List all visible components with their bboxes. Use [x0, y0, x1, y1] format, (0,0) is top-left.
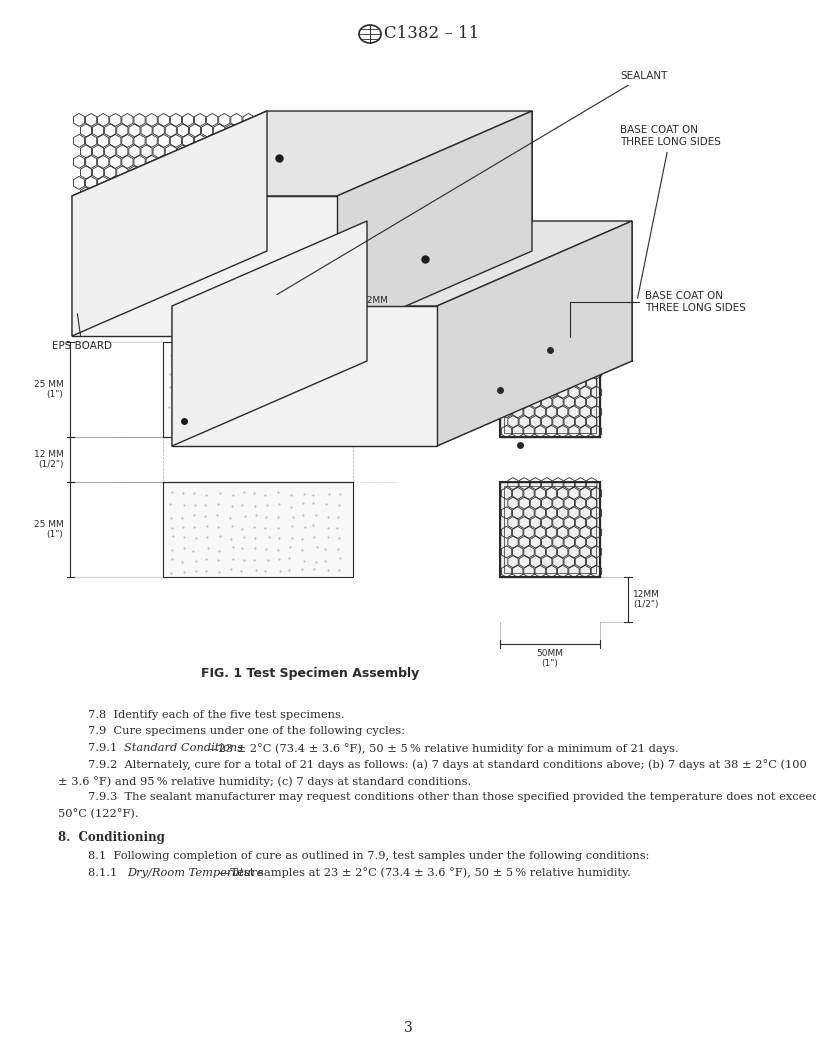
Text: BASE COAT ON
THREE LONG SIDES: BASE COAT ON THREE LONG SIDES — [620, 126, 721, 298]
Polygon shape — [72, 196, 337, 336]
Text: BASE COAT ON
THREE LONG SIDES: BASE COAT ON THREE LONG SIDES — [570, 291, 746, 337]
Polygon shape — [72, 111, 532, 196]
Bar — [500, 342, 600, 437]
Text: 8.1.1: 8.1.1 — [88, 867, 125, 878]
Text: 12MM
(1/2"): 12MM (1/2") — [362, 296, 389, 315]
Text: 7.9  Cure specimens under one of the following cycles:: 7.9 Cure specimens under one of the foll… — [88, 727, 405, 736]
Text: 25 MM
(1"): 25 MM (1") — [33, 521, 64, 539]
Text: 7.9.3  The sealant manufacturer may request conditions other than those specifie: 7.9.3 The sealant manufacturer may reque… — [88, 792, 816, 803]
Text: 8.1  Following completion of cure as outlined in 7.9, test samples under the fol: 8.1 Following completion of cure as outl… — [88, 851, 650, 861]
Text: 50MM
(1"): 50MM (1") — [536, 649, 564, 667]
Text: 12MM
(1/2"): 12MM (1/2") — [633, 590, 660, 609]
Text: SEALANT: SEALANT — [277, 71, 667, 295]
Text: Standard Conditions: Standard Conditions — [124, 743, 243, 753]
Text: 7.9.2  Alternately, cure for a total of 21 days as follows: (a) 7 days at standa: 7.9.2 Alternately, cure for a total of 2… — [88, 759, 807, 771]
Text: 25 MM
(1"): 25 MM (1") — [33, 380, 64, 399]
Text: FIG. 1 Test Specimen Assembly: FIG. 1 Test Specimen Assembly — [201, 667, 419, 680]
Text: ± 3.6 °F) and 95 % relative humidity; (c) 7 days at standard conditions.: ± 3.6 °F) and 95 % relative humidity; (c… — [58, 776, 472, 787]
Bar — [504, 486, 596, 573]
Text: 3: 3 — [404, 1021, 412, 1035]
Polygon shape — [172, 221, 632, 306]
Polygon shape — [72, 111, 267, 336]
Text: C1382 – 11: C1382 – 11 — [384, 25, 479, 42]
Text: 8.  Conditioning: 8. Conditioning — [58, 831, 165, 845]
Text: 50 MM
(2"): 50 MM (2") — [243, 296, 273, 315]
Polygon shape — [172, 221, 367, 446]
Text: —Test samples at 23 ± 2°C (73.4 ± 3.6 °F), 50 ± 5 % relative humidity.: —Test samples at 23 ± 2°C (73.4 ± 3.6 °F… — [219, 867, 631, 879]
Text: 12 MM
(1/2"): 12 MM (1/2") — [33, 450, 64, 469]
Text: 12MM
(1/2"): 12MM (1/2") — [127, 296, 154, 315]
Text: 7.8  Identify each of the five test specimens.: 7.8 Identify each of the five test speci… — [88, 710, 344, 720]
Bar — [163, 482, 353, 577]
Text: —23 ± 2°C (73.4 ± 3.6 °F), 50 ± 5 % relative humidity for a minimum of 21 days.: —23 ± 2°C (73.4 ± 3.6 °F), 50 ± 5 % rela… — [207, 743, 679, 754]
Text: Dry/Room Temperature: Dry/Room Temperature — [127, 867, 264, 878]
Bar — [163, 342, 353, 437]
Text: 50°C (122°F).: 50°C (122°F). — [58, 809, 139, 819]
Text: EPS BOARD: EPS BOARD — [52, 314, 112, 351]
Polygon shape — [172, 306, 437, 446]
Polygon shape — [437, 221, 632, 446]
Text: 7.9.1: 7.9.1 — [88, 743, 125, 753]
Polygon shape — [337, 111, 532, 336]
Bar — [504, 346, 596, 433]
Bar — [500, 482, 600, 577]
